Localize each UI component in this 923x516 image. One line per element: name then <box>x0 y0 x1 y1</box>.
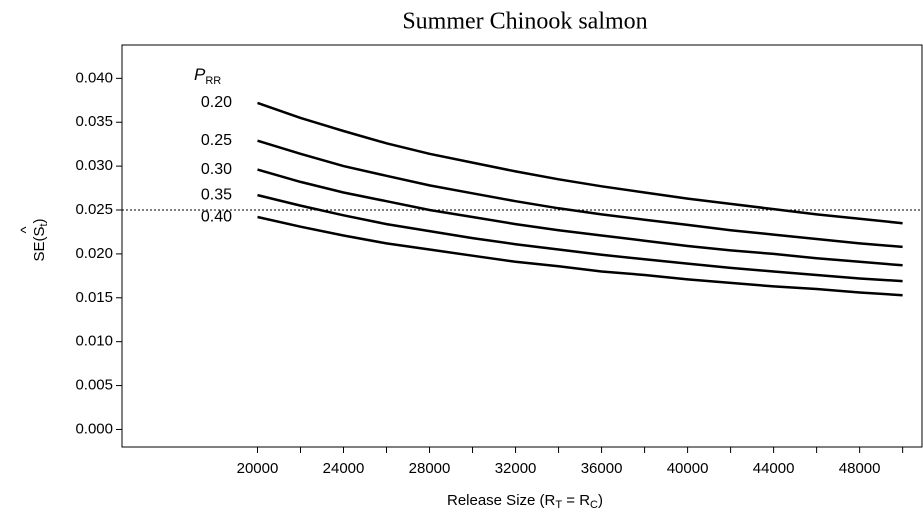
series-line <box>257 101 903 225</box>
plot-frame <box>121 44 923 448</box>
y-tick-label: 0.020 <box>75 245 113 262</box>
series-label: 0.20 <box>201 94 232 111</box>
svg-text:SE(St): SE(St) <box>31 218 50 261</box>
legend-title: PRR <box>194 65 221 86</box>
series-line <box>257 139 903 249</box>
series-label: 0.35 <box>201 186 232 203</box>
series-line <box>257 215 903 297</box>
series-label: 0.25 <box>201 132 232 149</box>
x-tick-label: 24000 <box>323 460 365 477</box>
series-label: 0.40 <box>201 208 232 225</box>
y-axis-label: SE(St) ^ <box>18 218 50 261</box>
y-tick-label: 0.000 <box>75 420 113 437</box>
x-axis-label: Release Size (RT = RC) <box>447 492 603 511</box>
x-tick-label: 20000 <box>237 460 279 477</box>
x-tick-label: 32000 <box>495 460 537 477</box>
series-line <box>257 193 903 283</box>
y-tick-label: 0.035 <box>75 113 113 130</box>
x-tick-label: 48000 <box>839 460 881 477</box>
y-tick-label: 0.005 <box>75 377 113 394</box>
y-tick-label: 0.015 <box>75 289 113 306</box>
x-tick-label: 28000 <box>409 460 451 477</box>
y-tick-label: 0.040 <box>75 69 113 86</box>
y-tick-label: 0.030 <box>75 157 113 174</box>
x-tick-label: 40000 <box>667 460 709 477</box>
x-tick-label: 44000 <box>753 460 795 477</box>
svg-text:^: ^ <box>18 226 35 233</box>
chart-title: Summer Chinook salmon <box>402 9 647 35</box>
series-line <box>257 168 903 267</box>
x-tick-label: 36000 <box>581 460 623 477</box>
y-tick-label: 0.010 <box>75 333 113 350</box>
series-label: 0.30 <box>201 161 232 178</box>
y-tick-label: 0.025 <box>75 201 113 218</box>
